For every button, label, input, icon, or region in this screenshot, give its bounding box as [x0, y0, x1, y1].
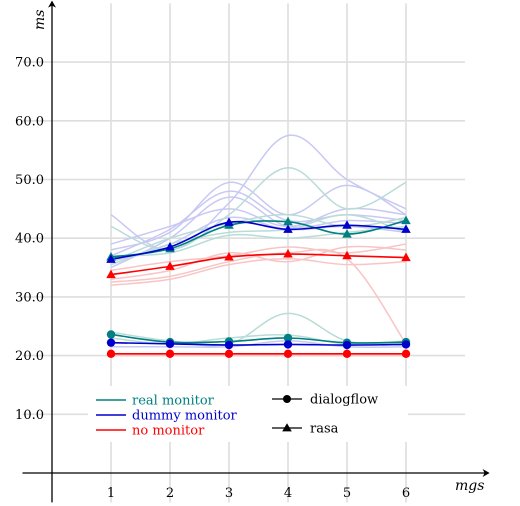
axes: [22, 0, 490, 503]
background-run-13: [110, 243, 407, 272]
y-tick-label-2: 20.0: [15, 349, 44, 364]
point-no-monitor-dialogflow-4: [283, 349, 293, 359]
x-tick-label-6: 6: [402, 486, 410, 501]
point-real-monitor-dialogflow-4: [283, 333, 293, 343]
point-dummy-monitor-dialogflow-5: [342, 340, 352, 350]
point-no-monitor-rasa-5: [342, 250, 352, 260]
point-real-monitor-rasa-4: [283, 216, 293, 226]
legend-box: [88, 386, 408, 442]
point-dummy-monitor-dialogflow-1: [106, 338, 116, 347]
background-run-12: [110, 245, 407, 281]
point-real-monitor-rasa-6: [401, 215, 411, 225]
background-run-2: [110, 181, 407, 251]
point-dummy-monitor-rasa-1: [106, 254, 116, 263]
legend-marker-dialogflow: [283, 395, 291, 403]
point-no-monitor-rasa-2: [165, 261, 175, 270]
background-run-4: [110, 196, 407, 269]
y-tick-label-4: 40.0: [15, 232, 44, 247]
background-runs: [110, 134, 407, 357]
background-run-9: [110, 213, 407, 266]
x-tick-label-4: 4: [284, 486, 292, 501]
point-dummy-monitor-rasa-2: [165, 242, 175, 251]
x-axis-title: mgs: [455, 478, 484, 494]
series-markers: [106, 215, 411, 359]
x-tick-label-1: 1: [107, 486, 115, 501]
tick-labels: 1 2 3 4 5 6 10.0 20.0 30.0 40.0 50.0 60.0 70.0: [15, 56, 410, 501]
point-dummy-monitor-dialogflow-6: [401, 340, 411, 349]
y-tick-label-5: 50.0: [15, 173, 44, 188]
point-no-monitor-dialogflow-2: [165, 349, 175, 359]
background-run-10: [110, 225, 407, 257]
point-dummy-monitor-rasa-3: [224, 217, 234, 226]
x-tick-label-2: 2: [166, 486, 174, 501]
legend-label-dummy-monitor: dummy monitor: [132, 409, 238, 424]
point-dummy-monitor-dialogflow-2: [165, 339, 175, 349]
point-no-monitor-rasa-4: [283, 249, 293, 258]
y-axis-title: ms: [32, 10, 48, 30]
point-dummy-monitor-rasa-4: [283, 224, 293, 233]
legend-label-dialogflow: dialogflow: [310, 393, 378, 408]
point-no-monitor-rasa-3: [224, 251, 234, 261]
point-no-monitor-rasa-6: [401, 252, 411, 262]
legend-label-rasa: rasa: [310, 422, 339, 437]
point-no-monitor-dialogflow-6: [401, 349, 411, 359]
point-no-monitor-dialogflow-1: [106, 349, 116, 359]
point-dummy-monitor-rasa-6: [401, 224, 411, 233]
background-run-17: [111, 340, 407, 349]
point-no-monitor-rasa-1: [106, 269, 116, 279]
point-no-monitor-dialogflow-5: [342, 349, 352, 359]
point-dummy-monitor-dialogflow-4: [283, 340, 293, 349]
background-run-8: [110, 213, 407, 263]
point-dummy-monitor-rasa-5: [342, 220, 352, 229]
series-lines: [110, 219, 407, 355]
y-tick-label-6: 60.0: [15, 114, 44, 129]
series-line-dummy-monitor-dialogflow: [110, 341, 407, 346]
point-dummy-monitor-dialogflow-3: [224, 340, 234, 350]
point-real-monitor-dialogflow-1: [106, 330, 116, 339]
x-tick-label-5: 5: [343, 486, 351, 501]
y-tick-label-3: 30.0: [15, 290, 44, 305]
series-line-no-monitor-rasa: [110, 253, 407, 276]
legend-marker-rasa: [282, 423, 292, 432]
legend-label-real-monitor: real monitor: [132, 394, 215, 409]
point-real-monitor-rasa-5: [342, 229, 352, 238]
series-line-real-monitor-dialogflow: [110, 333, 407, 344]
point-no-monitor-dialogflow-3: [224, 349, 234, 359]
series-line-dummy-monitor-rasa: [110, 220, 407, 261]
x-tick-label-3: 3: [225, 486, 233, 501]
background-run-14: [110, 257, 407, 286]
legend-label-no-monitor: no monitor: [132, 424, 205, 439]
y-tick-label-7: 70.0: [15, 56, 44, 71]
y-tick-label-1: 10.0: [15, 408, 44, 423]
